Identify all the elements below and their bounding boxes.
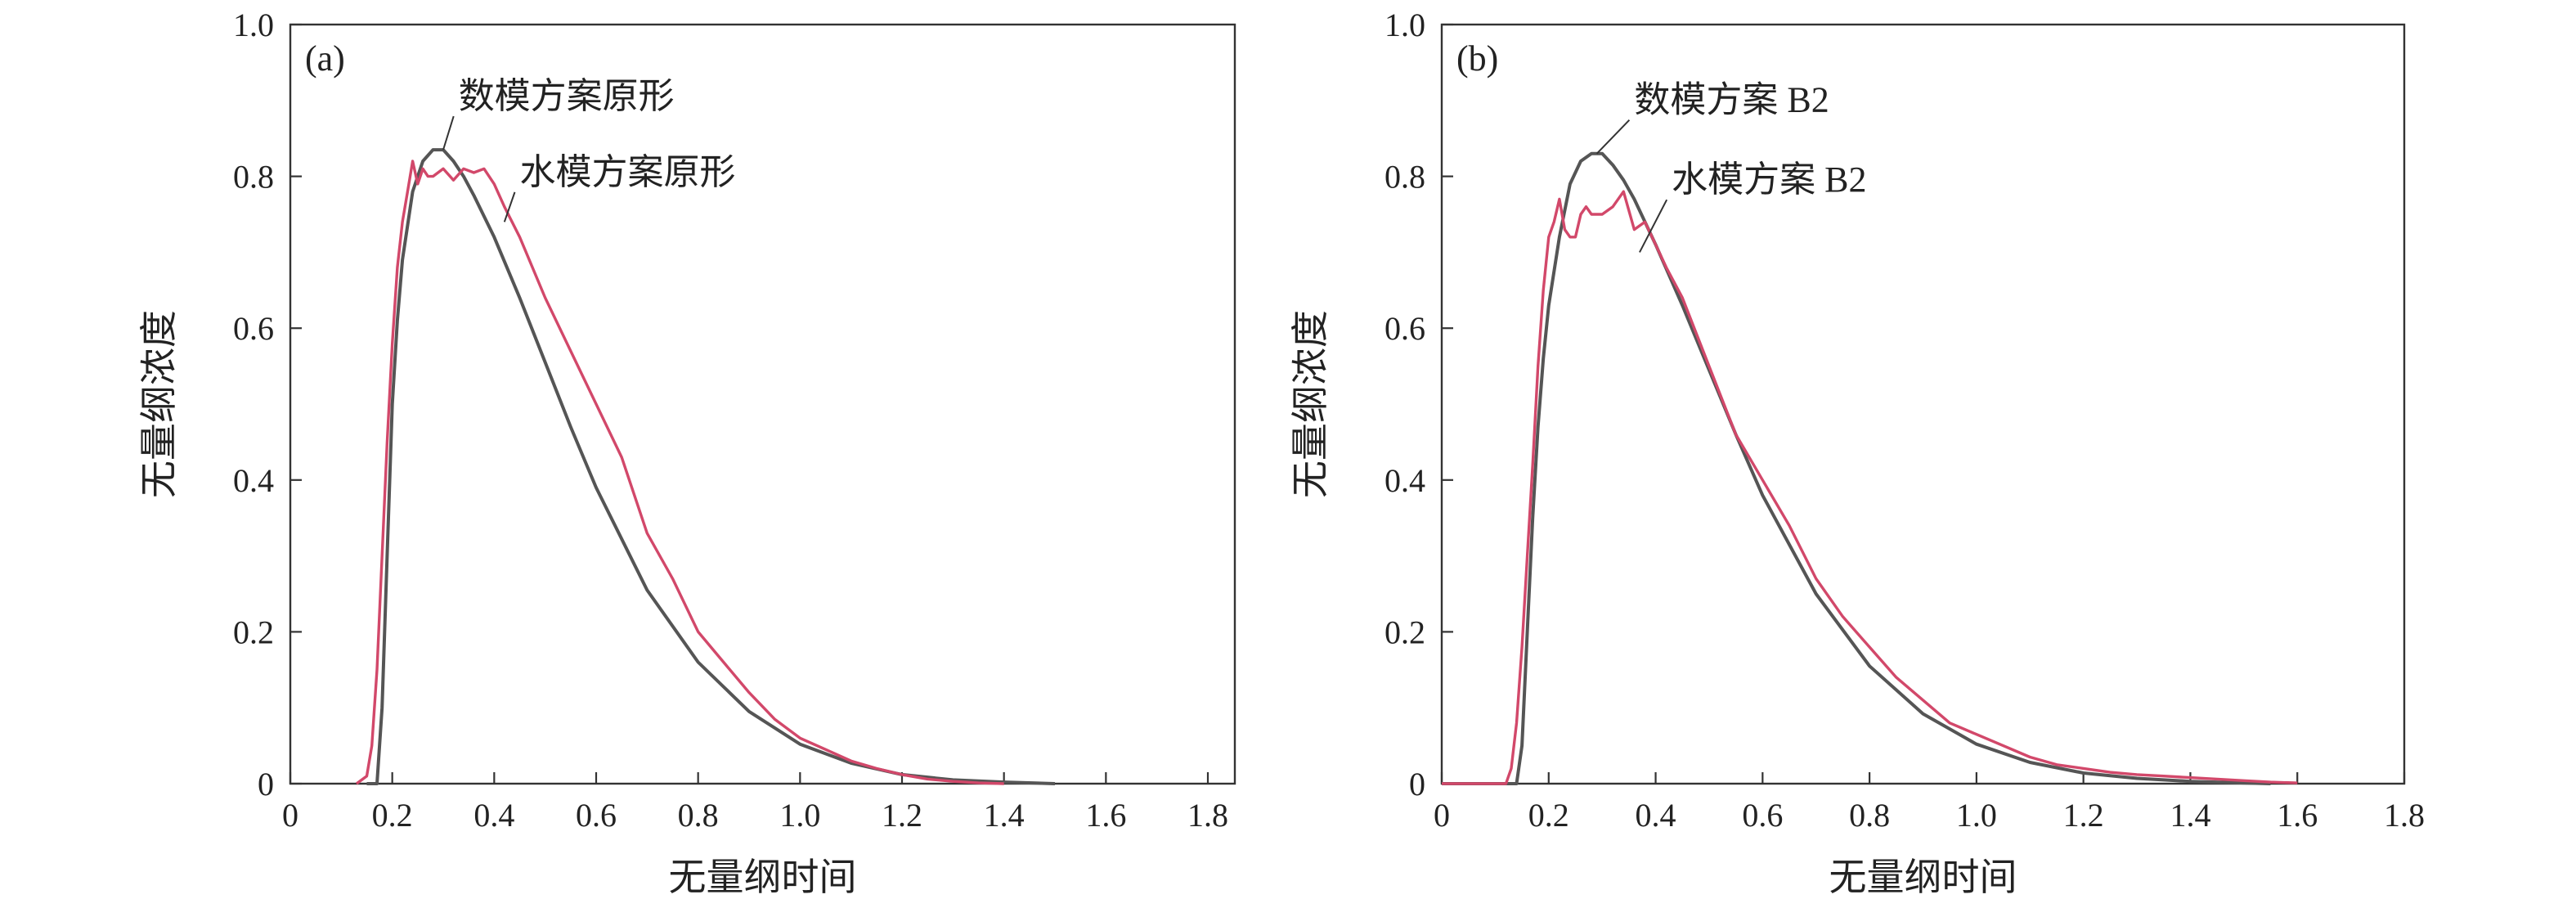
panel-label: (b) — [1456, 38, 1498, 79]
x-tick-label: 0.4 — [1636, 797, 1676, 834]
chart-panel-b: 0 0.2 0.4 0.6 0.8 1.0 1.2 1.4 1.6 1.8 0 0.2 0.4 0.6 0.… — [1290, 7, 2425, 898]
x-tick-label: 0.2 — [372, 797, 413, 834]
x-tick-label: 0.4 — [473, 797, 514, 834]
y-axis-label: 无量纲浓度 — [138, 310, 180, 498]
x-tick-label: 1.2 — [2063, 797, 2104, 834]
x-tick-label: 1.0 — [779, 797, 820, 834]
annotation-label: 水模方案原形 — [520, 152, 736, 192]
x-tick-label: 0 — [282, 797, 298, 834]
x-axis-label: 无量纲时间 — [1829, 856, 2017, 898]
x-tick-label: 0 — [1434, 797, 1450, 834]
y-tick-label: 0 — [1409, 766, 1425, 802]
y-tick-label: 0.4 — [233, 462, 274, 499]
series-line-physical — [355, 160, 1004, 785]
annotation-label: 水模方案 B2 — [1672, 160, 1866, 200]
y-tick-label: 0 — [258, 766, 274, 802]
x-tick-label: 0.2 — [1528, 797, 1569, 834]
series-line-numerical — [366, 148, 1056, 785]
y-tick-label: 0.8 — [233, 159, 274, 196]
y-tick-label: 0.4 — [1384, 462, 1425, 499]
annotation-label: 数模方案原形 — [459, 76, 675, 116]
annotation-leader — [442, 115, 455, 151]
plot-frame — [1440, 23, 2406, 785]
x-tick-label: 0.6 — [576, 797, 617, 834]
x-tick-label: 1.4 — [984, 797, 1025, 834]
x-tick-label: 1.4 — [2170, 797, 2210, 834]
chart-panel-a: 0 0.2 0.4 0.6 0.8 1.0 1.2 1.4 1.6 1.8 0 0.2 0.4 0.6 0.… — [138, 7, 1236, 898]
y-tick-label: 0.2 — [233, 614, 274, 650]
x-axis-label: 无量纲时间 — [669, 856, 857, 898]
y-tick-label: 0.6 — [233, 310, 274, 347]
series-line-numerical — [1442, 151, 2271, 785]
x-tick-label: 0.8 — [1849, 797, 1890, 834]
x-tick-label: 0.8 — [678, 797, 719, 834]
series-line-physical — [1442, 190, 2298, 785]
x-tick-label: 1.2 — [882, 797, 922, 834]
x-tick-label: 1.6 — [1085, 797, 1126, 834]
annotation-label: 数模方案 B2 — [1634, 80, 1829, 120]
y-tick-label: 0.6 — [1384, 310, 1425, 347]
plot-frame — [289, 23, 1236, 785]
annotation-leader — [1639, 199, 1668, 253]
x-tick-label: 1.6 — [2277, 797, 2318, 834]
annotation-leader — [1595, 119, 1631, 155]
y-tick-label: 0.2 — [1384, 614, 1425, 650]
panel-label: (a) — [305, 38, 345, 79]
y-axis-label: 无量纲浓度 — [1290, 310, 1331, 498]
x-tick-label: 0.6 — [1742, 797, 1783, 834]
y-tick-label: 1.0 — [1384, 7, 1425, 43]
y-tick-label: 0.8 — [1384, 159, 1425, 196]
x-tick-label: 1.8 — [1187, 797, 1228, 834]
x-tick-label: 1.0 — [1956, 797, 1997, 834]
x-tick-label: 1.8 — [2384, 797, 2425, 834]
annotation-leader — [503, 191, 516, 223]
y-tick-label: 1.0 — [233, 7, 274, 43]
